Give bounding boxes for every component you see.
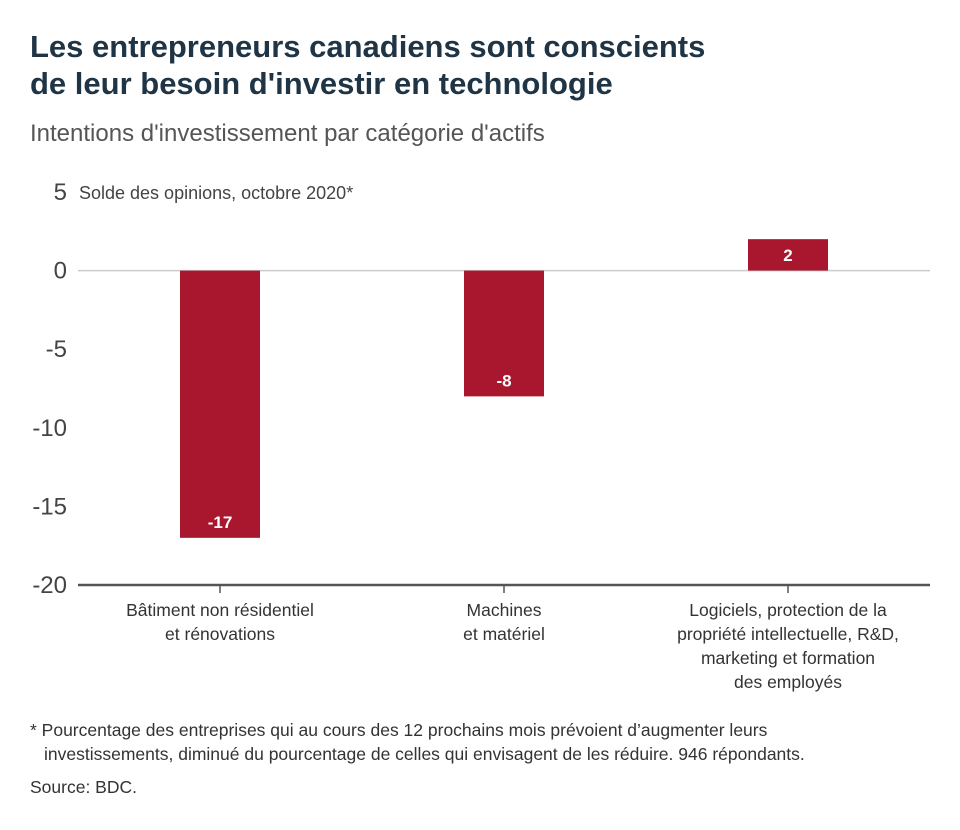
source-note: Source: BDC. [30, 777, 137, 797]
y-tick-label-5: -20 [32, 572, 67, 599]
x-tick-label-2-1: propriété intellectuelle, R&D, [677, 624, 899, 644]
x-tick-label-0-0: Bâtiment non résidentiel [126, 600, 314, 620]
y-tick-label-3: -10 [32, 415, 67, 442]
footnote: * Pourcentage des entreprises qui au cou… [30, 718, 950, 766]
chart-subtitle: Intentions d'investissement par catégori… [30, 120, 545, 147]
footnote-line-1: * Pourcentage des entreprises qui au cou… [30, 720, 768, 740]
y-tick-label-1: 0 [54, 258, 67, 285]
bar-chart: 5 0 -5 -10 -15 -20 Solde des opinions, octobre… [32, 179, 930, 692]
data-label-0: -17 [208, 513, 233, 532]
bar-1 [464, 270, 544, 397]
y-axis-title: Solde des opinions, octobre 2020* [79, 183, 353, 203]
x-tick-label-0-1: et rénovations [165, 624, 275, 644]
data-label-2: 2 [783, 246, 792, 265]
y-tick-label-0: 5 [54, 179, 67, 206]
x-tick-label-2-2: marketing et formation [701, 648, 875, 668]
x-tick-label-1-0: Machines [467, 600, 542, 620]
y-tick-label-2: -5 [46, 336, 67, 363]
x-tick-label-1-1: et matériel [463, 624, 545, 644]
y-tick-label-4: -15 [32, 493, 67, 520]
chart-title: Les entrepreneurs canadiens sont conscie… [30, 28, 930, 102]
bar-0 [180, 270, 260, 538]
data-label-1: -8 [496, 371, 511, 390]
x-tick-label-2-0: Logiciels, protection de la [689, 600, 887, 620]
footnote-line-2: investissements, diminué du pourcentage … [44, 744, 805, 764]
bar-2 [748, 239, 828, 271]
chart-title-line-1: Les entrepreneurs canadiens sont conscie… [30, 29, 706, 64]
x-tick-label-2-3: des employés [734, 672, 842, 692]
chart-title-line-2: de leur besoin d'investir en technologie [30, 66, 613, 101]
